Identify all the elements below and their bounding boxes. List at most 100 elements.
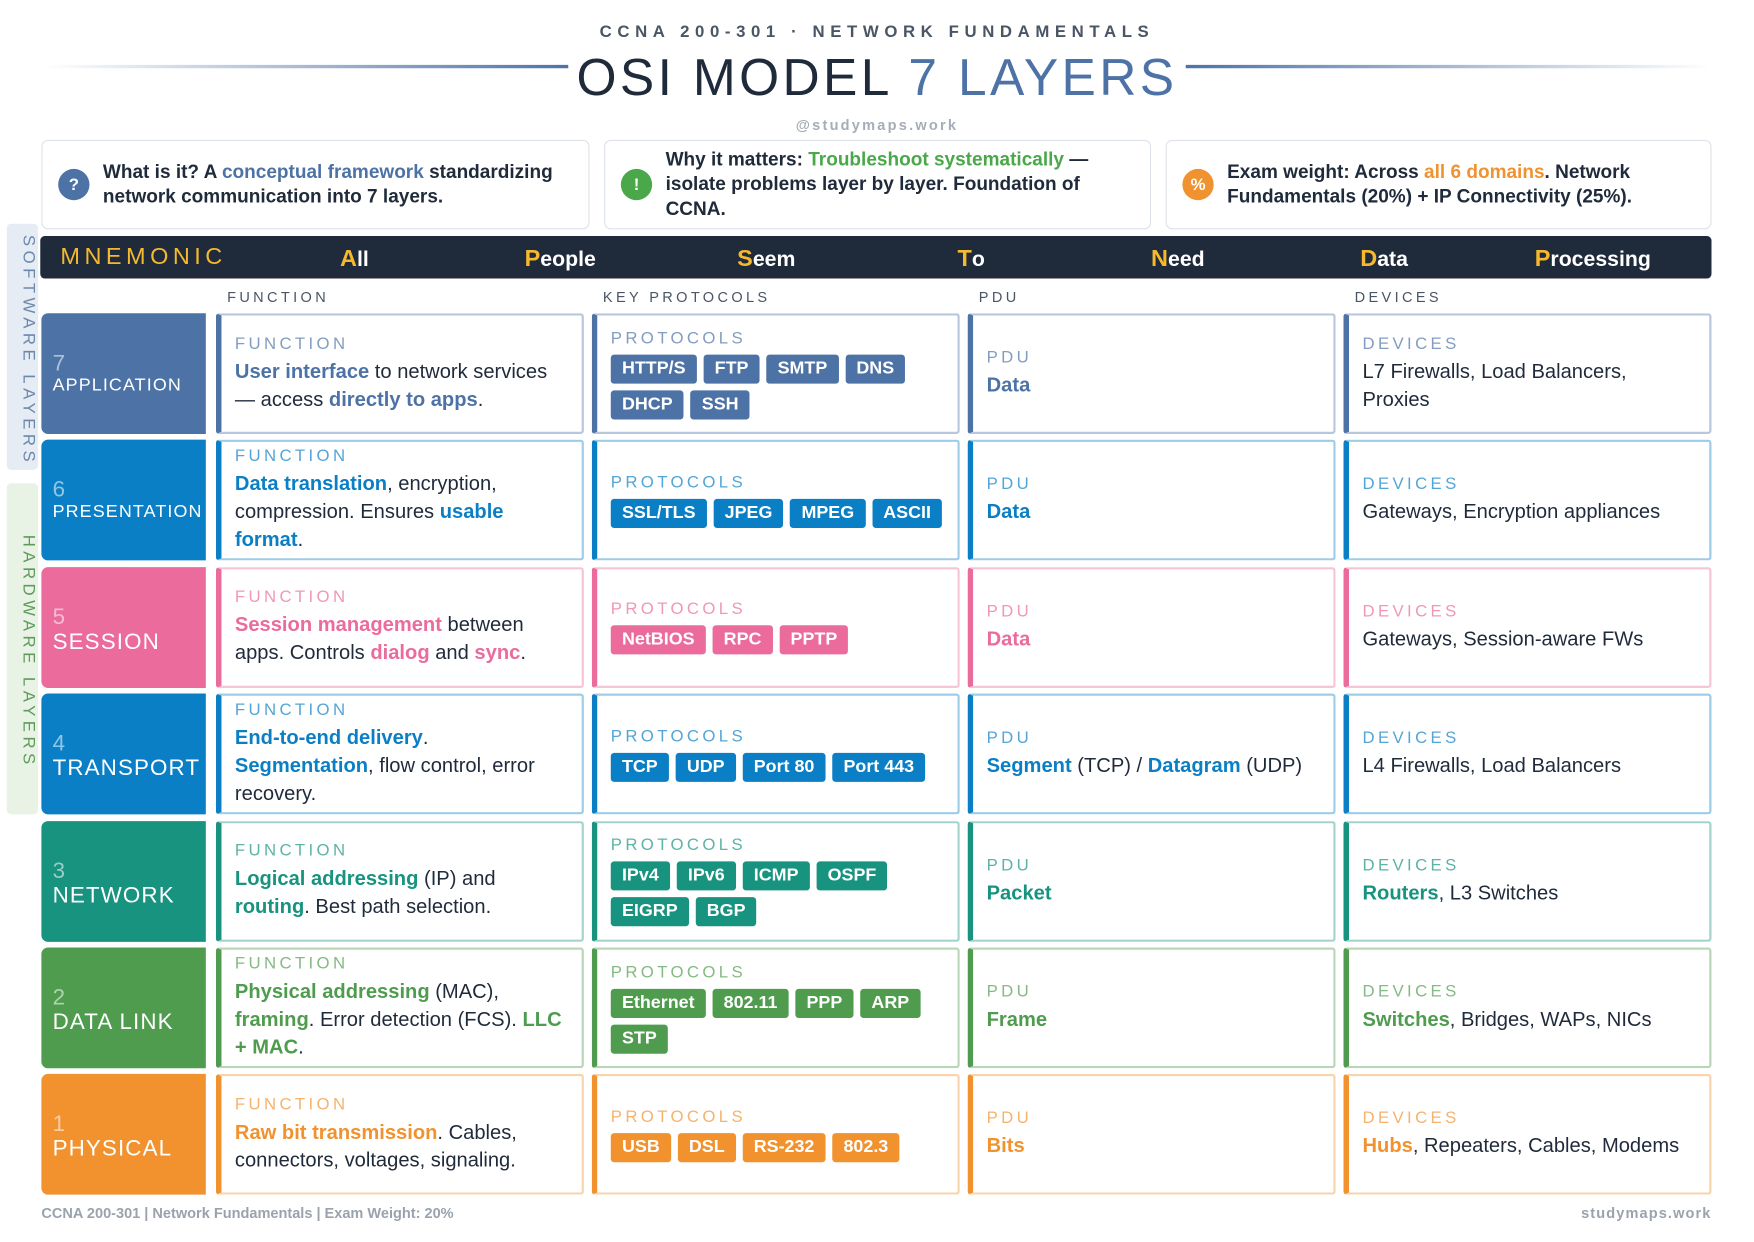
protocol-pill: ASCII: [872, 498, 943, 528]
devices-text: L7 Firewalls, Load Balancers, Proxies: [1362, 357, 1695, 413]
protocol-pill: FTP: [703, 354, 760, 384]
mnemonic-word: Data: [1360, 246, 1408, 273]
text-segment: conceptual framework: [221, 161, 424, 183]
cell-label: FUNCTION: [234, 700, 349, 720]
rule: [1185, 64, 1712, 69]
pdu-text: Data: [987, 625, 1320, 653]
cell-label: DEVICES: [1362, 474, 1460, 494]
text-segment: Physical addressing: [234, 979, 430, 1003]
layer-name: APPLICATION: [52, 375, 182, 395]
layer-label: 3 NETWORK: [41, 820, 206, 942]
text-segment: Across: [1354, 161, 1425, 183]
cell: FUNCTION Logical addressing (IP) and rout…: [215, 820, 584, 942]
text-segment: L4 Firewalls, Load Balancers: [1362, 754, 1622, 777]
cell-label: PROTOCOLS: [610, 328, 747, 348]
text-segment: sync: [474, 641, 521, 664]
cell: PROTOCOLS SSL/TLS JPEG MPEG ASCII: [591, 440, 960, 561]
cell: PROTOCOLS NetBIOS RPC PPTP: [591, 566, 960, 688]
text-segment: Datagram: [1147, 754, 1241, 777]
protocol-pill: IPv6: [676, 861, 736, 891]
cell: DEVICES Routers, L3 Switches: [1343, 820, 1712, 942]
protocol-pill: Ethernet: [610, 988, 706, 1018]
text-segment: . Best path selection.: [304, 895, 492, 918]
layer-label: 4 TRANSPORT: [41, 693, 206, 815]
protocol-pill: IPv4: [610, 861, 670, 891]
cell-label: PDU: [986, 982, 1033, 1002]
layer-label: 6 PRESENTATION: [41, 440, 206, 561]
cell: PROTOCOLS HTTP/S FTP SMTP DNS DHCP SSH: [591, 313, 960, 435]
text-segment: Gateways, Session-aware FWs: [1362, 627, 1644, 650]
cell: FUNCTION End-to-end delivery. Segmentatio…: [215, 693, 584, 815]
cell-label: FUNCTION: [234, 841, 349, 861]
protocol-list: HTTP/S FTP SMTP DNS DHCP SSH: [610, 354, 944, 419]
mnemonic-word: People: [525, 246, 596, 273]
text-segment: What is it?: [102, 161, 204, 183]
devices-text: Routers, L3 Switches: [1362, 879, 1695, 907]
column-header: KEY PROTOCOLS: [602, 288, 771, 306]
cell: PDU Packet: [967, 820, 1336, 942]
protocol-list: IPv4 IPv6 ICMP OSPF EIGRP BGP: [610, 861, 944, 927]
cell: PDU Segment (TCP) / Datagram (UDP): [967, 693, 1336, 815]
function-text: User interface to network services — acc…: [235, 357, 568, 413]
footer-left: CCNA 200-301 | Network Fundamentals | Ex…: [41, 1204, 454, 1222]
protocol-pill: SMTP: [766, 354, 839, 384]
layer-label: 5 SESSION: [41, 566, 206, 688]
protocol-pill: SSL/TLS: [610, 498, 707, 528]
handle: @studymaps.work: [795, 116, 959, 134]
cell-label: PDU: [986, 347, 1033, 367]
pdu-text: Data: [987, 371, 1320, 399]
protocol-pill: ARP: [860, 988, 921, 1018]
protocol-list: TCP UDP Port 80 Port 443: [610, 752, 944, 782]
info-text: Exam weight: Across all 6 domains. Netwo…: [1227, 160, 1695, 209]
function-text: Data translation, encryption, compressio…: [235, 470, 568, 554]
function-text: Session management between apps. Control…: [235, 611, 568, 667]
cell-label: PDU: [986, 855, 1033, 875]
cell-label: FUNCTION: [234, 954, 349, 974]
cell-label: PDU: [986, 601, 1033, 621]
function-text: Logical addressing (IP) and routing. Bes…: [235, 865, 568, 921]
cell: PDU Data: [967, 313, 1336, 435]
text-segment: Data: [986, 627, 1031, 650]
rule: [44, 64, 569, 69]
text-segment: to network services — access: [234, 359, 548, 410]
protocol-pill: JPEG: [713, 498, 784, 528]
cell-label: PROTOCOLS: [610, 473, 747, 493]
mnemonic-rest: ata: [1377, 248, 1408, 272]
mnemonic-rest: ll: [357, 248, 369, 272]
text-segment: User interface: [234, 359, 370, 383]
cell: DEVICES Gateways, Encryption appliances: [1343, 440, 1712, 561]
layer-name: DATA LINK: [52, 1010, 174, 1035]
protocol-pill: EIGRP: [610, 897, 689, 927]
mnemonic-initial: T: [957, 246, 972, 272]
protocol-pill: Port 443: [832, 752, 926, 782]
side-label: SOFTWARE LAYERS: [6, 223, 39, 470]
text-segment: Data: [986, 373, 1031, 396]
text-segment: LLC + MAC: [234, 1007, 562, 1059]
text-segment: (UDP): [1240, 754, 1303, 777]
cell-label: PDU: [986, 728, 1033, 748]
text-segment: Exam weight:: [1227, 161, 1355, 183]
text-segment: L7 Firewalls, Load Balancers, Proxies: [1362, 359, 1627, 410]
function-text: Physical addressing (MAC), framing. Erro…: [235, 978, 568, 1062]
text-segment: . Network Fundamentals (20%) + IP Connec…: [1227, 161, 1633, 207]
devices-text: L4 Firewalls, Load Balancers: [1362, 752, 1695, 780]
info-icon: !: [620, 168, 653, 201]
info-box: % Exam weight: Across all 6 domains. Netw…: [1165, 139, 1712, 230]
text-segment: Raw bit transmission: [234, 1120, 438, 1144]
cell: FUNCTION Physical addressing (MAC), frami…: [215, 947, 584, 1069]
text-segment: .: [298, 1035, 304, 1059]
text-segment: , encryption, compression. Ensures: [234, 472, 497, 523]
text-segment: framing: [234, 1007, 309, 1031]
text-segment: Why it matters:: [665, 148, 809, 171]
mnemonic-initial: D: [1360, 246, 1378, 272]
protocol-pill: DNS: [845, 354, 906, 384]
layer-number: 7: [52, 351, 66, 376]
layer-number: 6: [52, 478, 66, 503]
text-segment: — isolate problems layer by layer. Found…: [665, 148, 1089, 220]
protocol-pill: BGP: [695, 897, 757, 927]
protocol-pill: TCP: [610, 752, 669, 782]
text-segment: Data translation: [234, 472, 388, 495]
text-segment: Hubs: [1362, 1134, 1413, 1158]
side-label: HARDWARE LAYERS: [6, 483, 39, 815]
